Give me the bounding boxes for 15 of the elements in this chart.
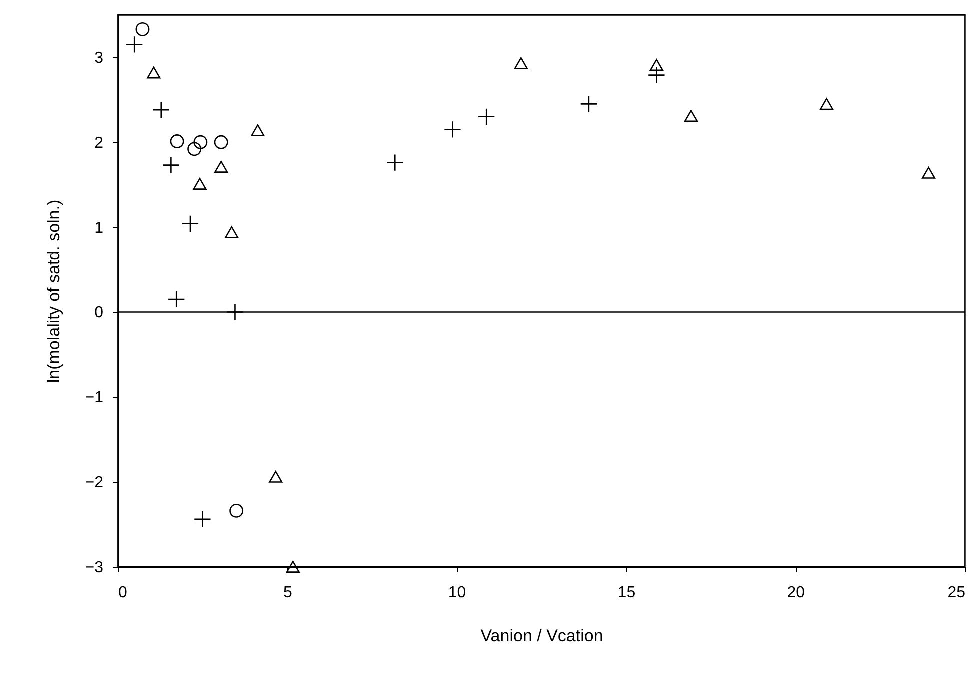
x-tick-label: 25 (948, 584, 966, 602)
y-tick-label: 2 (94, 134, 104, 152)
x-axis-title: Vanion / Vcation (480, 626, 604, 646)
x-tick-label: 20 (787, 584, 806, 602)
x-tick-label: 15 (618, 584, 636, 602)
y-tick-label: 3 (94, 50, 104, 67)
x-tick-label: 10 (448, 584, 466, 602)
x-tick-label: 5 (283, 584, 292, 602)
y-tick-label: 1 (94, 220, 104, 237)
y-tick-label: −1 (85, 390, 104, 407)
x-tick-label: 0 (118, 584, 128, 602)
y-axis-title: ln(molality of satd. soln.) (44, 200, 64, 384)
y-tick-label: −2 (85, 474, 104, 492)
y-tick-label: −3 (85, 560, 104, 576)
y-tick-label: 0 (94, 304, 104, 322)
